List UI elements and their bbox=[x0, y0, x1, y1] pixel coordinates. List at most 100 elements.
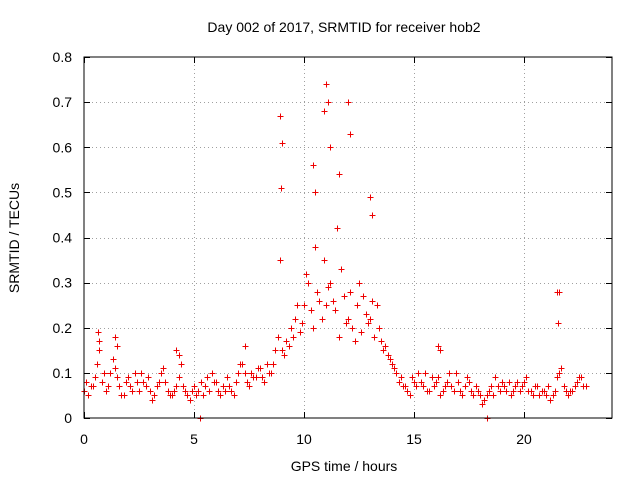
data-point bbox=[158, 370, 165, 377]
data-point bbox=[222, 388, 229, 395]
data-point bbox=[314, 289, 321, 296]
data-point bbox=[387, 356, 394, 363]
data-point bbox=[277, 257, 284, 264]
data-point bbox=[336, 334, 343, 341]
data-point bbox=[376, 325, 383, 332]
data-point bbox=[134, 379, 141, 386]
y-tick-label: 0.2 bbox=[53, 320, 73, 336]
data-point bbox=[371, 334, 378, 341]
y-tick-label: 0.1 bbox=[53, 365, 73, 381]
data-point bbox=[510, 388, 517, 395]
y-tick-label: 0 bbox=[64, 410, 72, 426]
data-point bbox=[514, 379, 521, 386]
data-point bbox=[105, 383, 112, 390]
data-point bbox=[519, 383, 526, 390]
data-point bbox=[231, 392, 238, 399]
data-point bbox=[488, 383, 495, 390]
data-point bbox=[385, 352, 392, 359]
data-point bbox=[310, 325, 317, 332]
data-point bbox=[404, 388, 411, 395]
data-point bbox=[378, 338, 385, 345]
data-point bbox=[323, 81, 330, 88]
data-point bbox=[178, 361, 185, 368]
data-point bbox=[358, 329, 365, 336]
data-point bbox=[277, 113, 284, 120]
data-point bbox=[94, 361, 101, 368]
data-point bbox=[270, 361, 277, 368]
data-point bbox=[400, 383, 407, 390]
data-point bbox=[202, 383, 209, 390]
data-point bbox=[396, 379, 403, 386]
data-point bbox=[268, 370, 275, 377]
data-point bbox=[96, 347, 103, 354]
data-point bbox=[154, 383, 161, 390]
data-point bbox=[275, 334, 282, 341]
x-axis-label: GPS time / hours bbox=[291, 458, 398, 474]
data-point bbox=[457, 388, 464, 395]
data-point bbox=[462, 383, 469, 390]
data-point bbox=[356, 280, 363, 287]
data-point bbox=[369, 298, 376, 305]
data-point bbox=[129, 388, 136, 395]
data-point bbox=[367, 194, 374, 201]
data-point bbox=[224, 374, 231, 381]
data-point bbox=[347, 289, 354, 296]
data-point bbox=[127, 383, 134, 390]
y-tick-label: 0.4 bbox=[53, 230, 73, 246]
data-point bbox=[580, 383, 587, 390]
data-point bbox=[332, 307, 339, 314]
data-point bbox=[107, 370, 114, 377]
data-point bbox=[464, 374, 471, 381]
data-point bbox=[374, 302, 381, 309]
data-point bbox=[327, 144, 334, 151]
data-point bbox=[228, 388, 235, 395]
data-point bbox=[279, 140, 286, 147]
data-point bbox=[112, 334, 119, 341]
data-point bbox=[341, 293, 348, 300]
data-point bbox=[523, 374, 530, 381]
data-point bbox=[299, 320, 306, 327]
data-point bbox=[453, 370, 460, 377]
data-point bbox=[543, 392, 550, 399]
data-point bbox=[147, 388, 154, 395]
data-point bbox=[367, 316, 374, 323]
data-point bbox=[448, 383, 455, 390]
data-point bbox=[508, 392, 515, 399]
data-point bbox=[343, 320, 350, 327]
data-point bbox=[259, 374, 266, 381]
data-point bbox=[246, 383, 253, 390]
data-point bbox=[297, 329, 304, 336]
data-point bbox=[512, 383, 519, 390]
data-point bbox=[138, 370, 145, 377]
axis-ticks: 0 5 10 15 20 0 0.1 0.2 0.3 0.4 0.5 0.6 0.7 0.8 bbox=[53, 49, 612, 447]
data-point bbox=[422, 370, 429, 377]
data-point bbox=[418, 379, 425, 386]
data-point bbox=[345, 316, 352, 323]
data-point bbox=[286, 343, 293, 350]
data-point bbox=[182, 388, 189, 395]
data-point bbox=[409, 374, 416, 381]
data-point bbox=[316, 298, 323, 305]
data-point bbox=[363, 311, 370, 318]
data-point bbox=[552, 388, 559, 395]
data-point bbox=[501, 383, 508, 390]
data-point bbox=[233, 379, 240, 386]
data-point bbox=[481, 397, 488, 404]
data-point bbox=[550, 392, 557, 399]
data-point bbox=[125, 374, 132, 381]
y-tick-label: 0.5 bbox=[53, 184, 73, 200]
data-point bbox=[217, 392, 224, 399]
data-point bbox=[435, 374, 442, 381]
data-point bbox=[173, 383, 180, 390]
data-point bbox=[426, 388, 433, 395]
data-point bbox=[303, 271, 310, 278]
data-point bbox=[547, 397, 554, 404]
data-point bbox=[290, 334, 297, 341]
data-point bbox=[145, 374, 152, 381]
data-point bbox=[279, 347, 286, 354]
data-point bbox=[455, 379, 462, 386]
data-point bbox=[468, 388, 475, 395]
data-point bbox=[347, 131, 354, 138]
data-point bbox=[475, 388, 482, 395]
data-point bbox=[558, 365, 565, 372]
